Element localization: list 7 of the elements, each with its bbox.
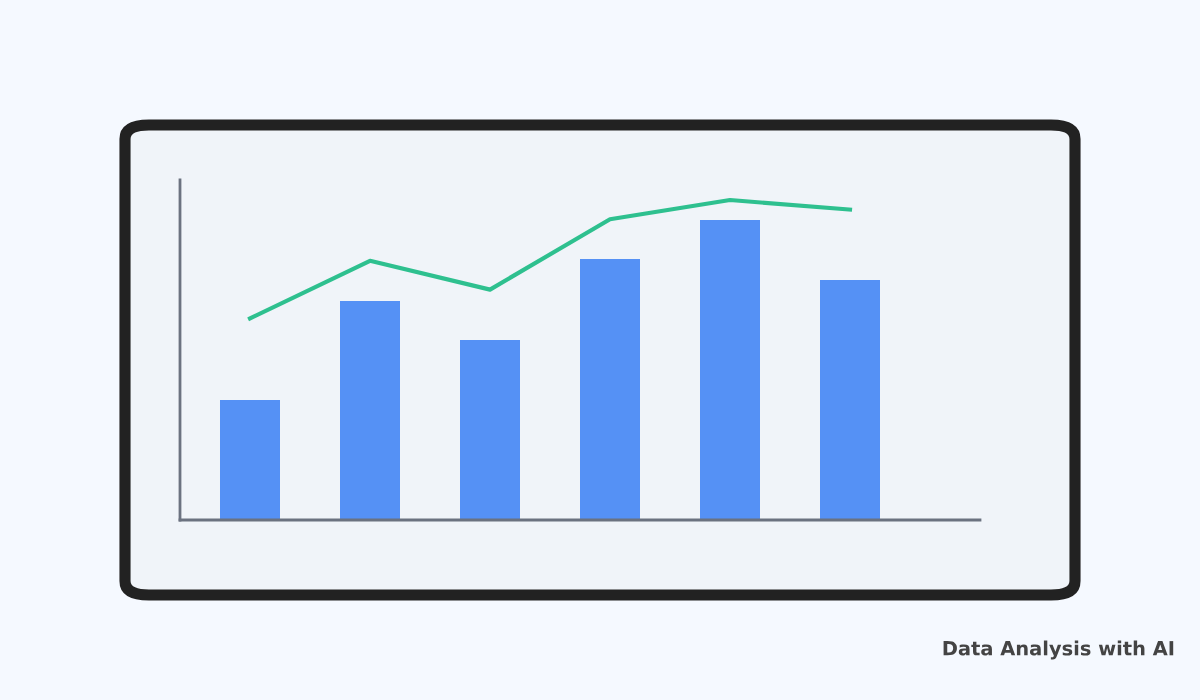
bar bbox=[820, 280, 880, 520]
bar bbox=[580, 259, 640, 520]
bar bbox=[460, 340, 520, 520]
bar bbox=[700, 220, 760, 520]
bar bbox=[340, 301, 400, 520]
bar bbox=[220, 400, 280, 520]
text: Data Analysis with AI bbox=[943, 640, 1174, 660]
